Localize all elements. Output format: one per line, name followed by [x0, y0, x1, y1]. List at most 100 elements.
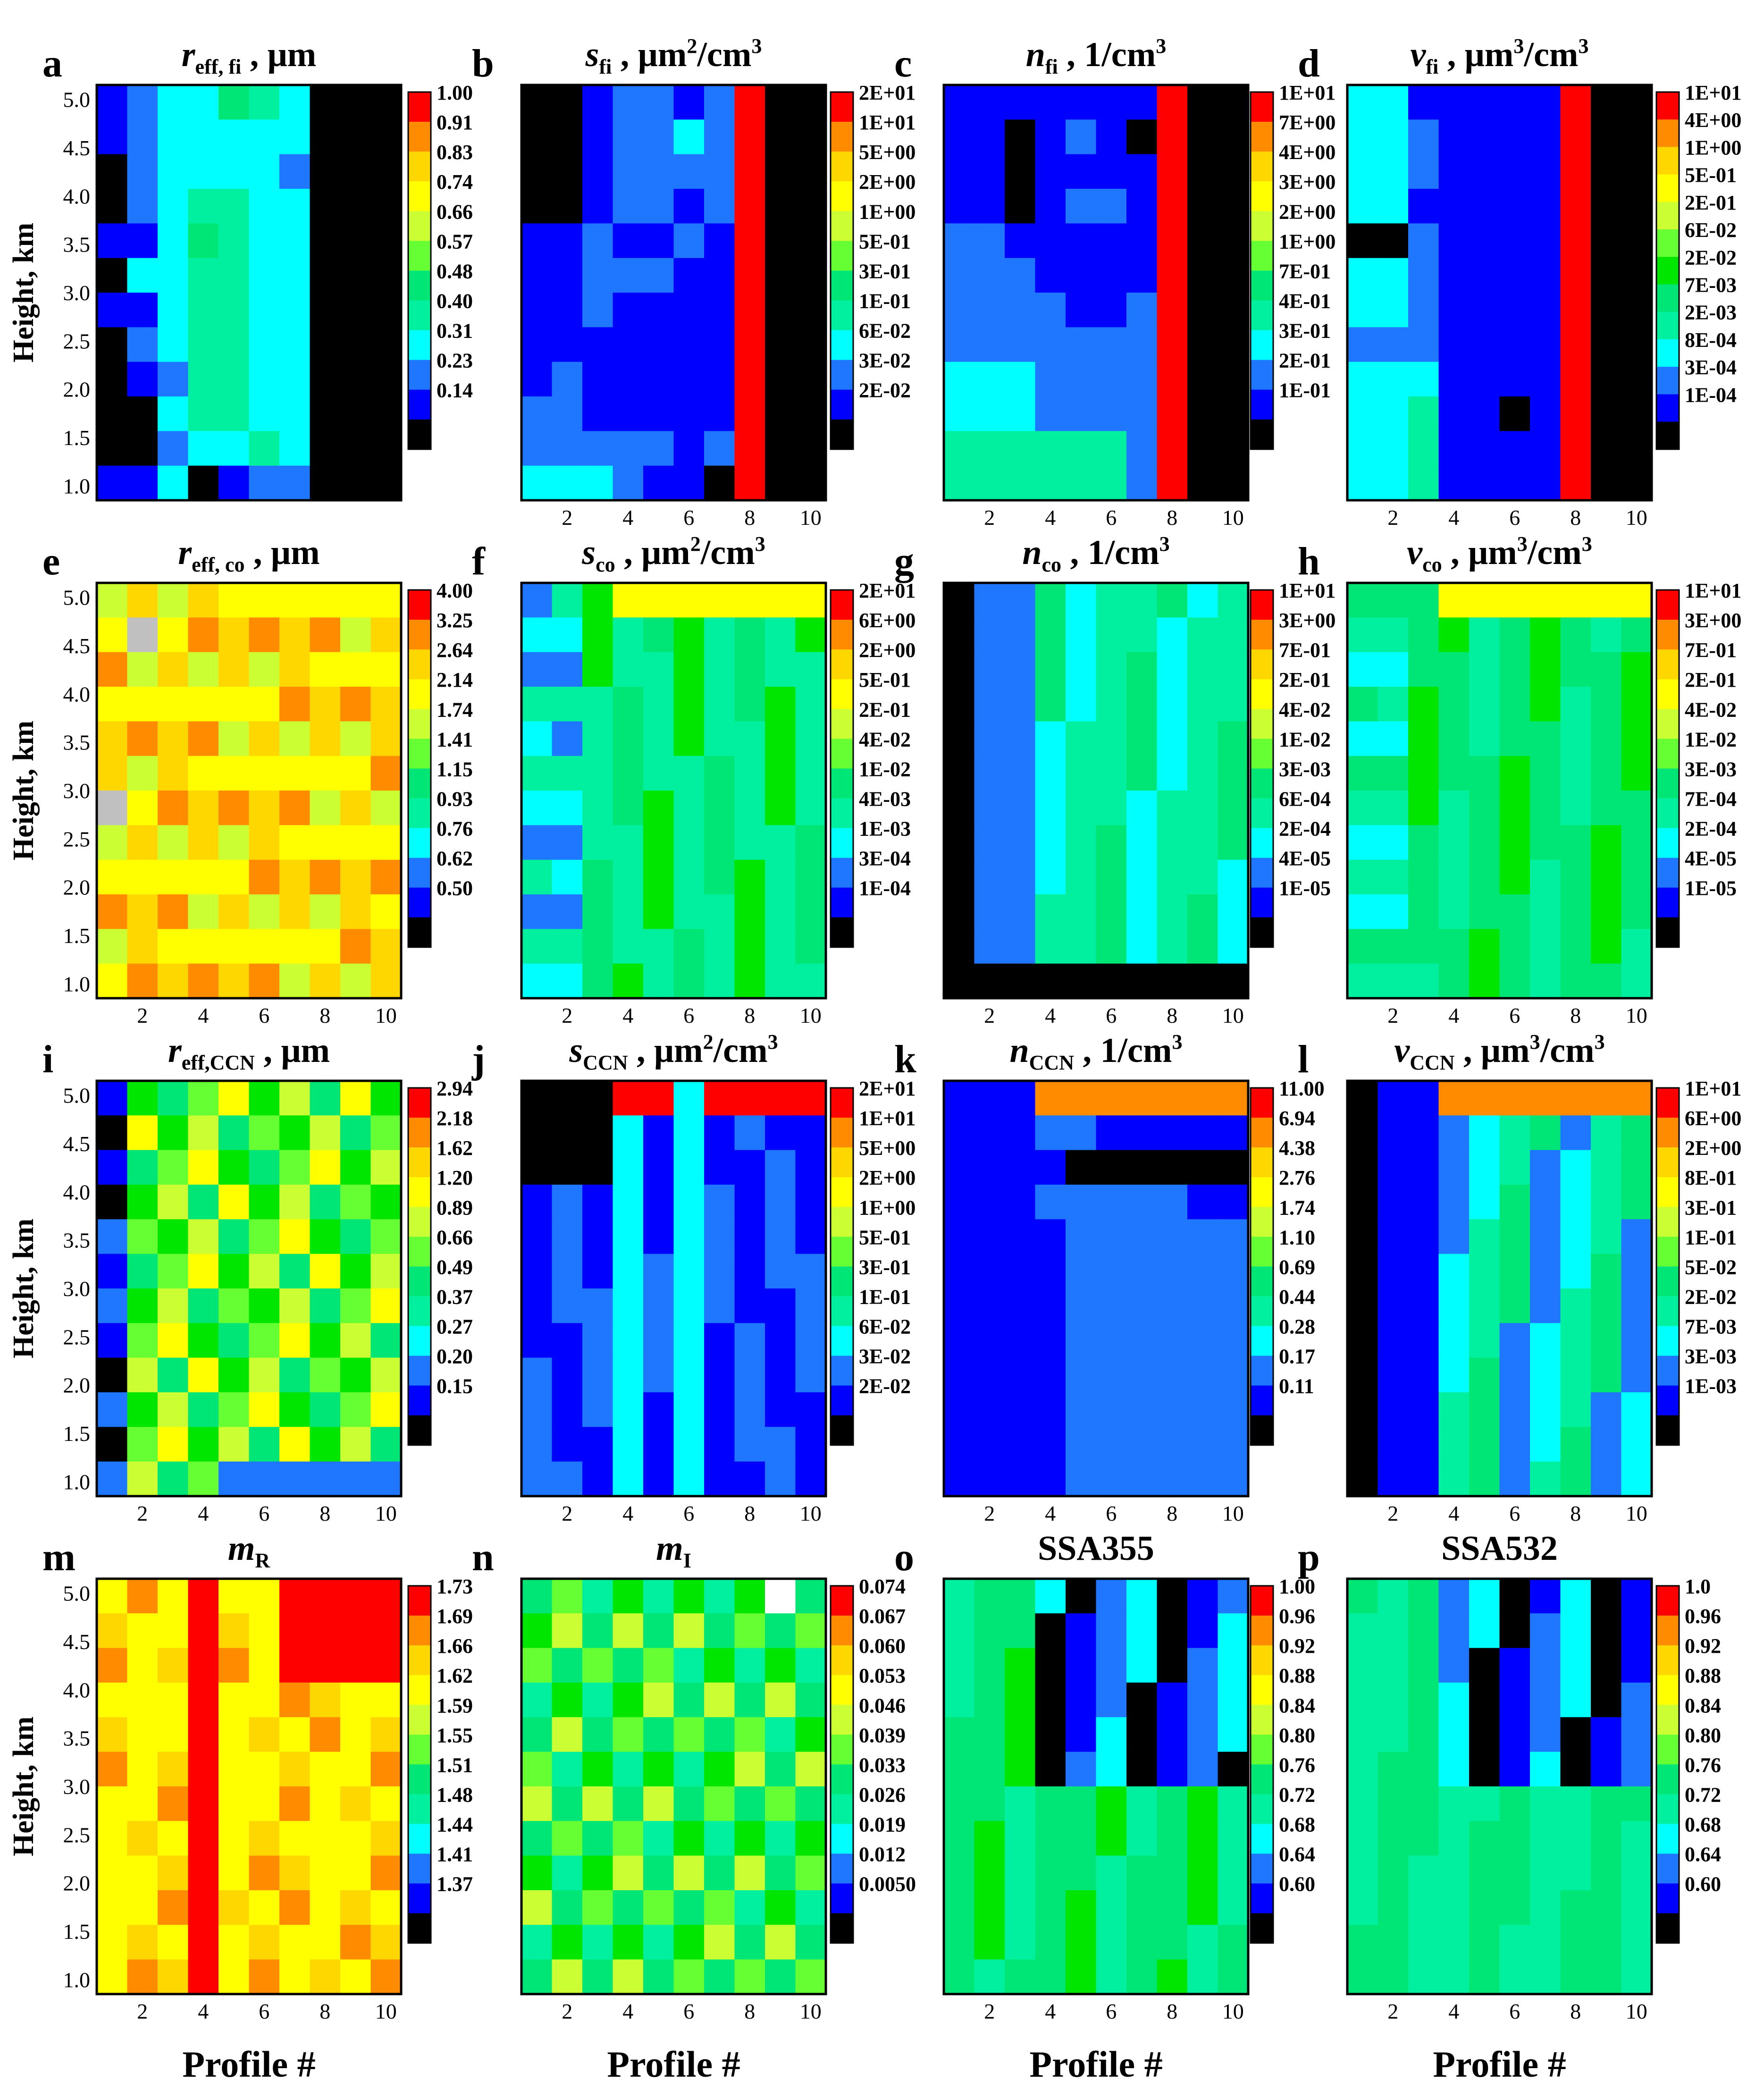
- heatmap-cell: [1499, 189, 1530, 224]
- heatmap-cell: [158, 1115, 189, 1151]
- heatmap-cell: [1035, 721, 1066, 757]
- heatmap-cell: [1157, 1323, 1188, 1358]
- heatmap-cell: [1560, 223, 1591, 259]
- heatmap-cell: [1157, 756, 1188, 791]
- heatmap-cell: [643, 652, 674, 687]
- heatmap-cell: [765, 1613, 796, 1649]
- x-tick-label: 6: [683, 1003, 694, 1027]
- colorbar-tick-label: 4E+00: [1279, 141, 1336, 164]
- heatmap-cell: [1126, 465, 1158, 501]
- heatmap-cell: [370, 1683, 402, 1717]
- heatmap-cell: [1096, 1959, 1127, 1995]
- heatmap-cell: [765, 1288, 796, 1323]
- heatmap-cell: [1530, 687, 1561, 722]
- heatmap-cell: [1499, 1683, 1530, 1717]
- heatmap-cell: [310, 1392, 341, 1427]
- heatmap-cell: [340, 617, 371, 653]
- heatmap-cell: [249, 189, 280, 224]
- colorbar-swatch: [831, 620, 853, 650]
- heatmap-cell: [127, 1115, 158, 1151]
- heatmap-cell: [1347, 1890, 1378, 1925]
- colorbar-swatch: [831, 1355, 853, 1386]
- heatmap-cell: [188, 1925, 219, 1960]
- heatmap-cell: [1438, 652, 1470, 687]
- heatmap-cell: [1499, 465, 1530, 501]
- heatmap-cell: [310, 791, 341, 825]
- colorbar-tick-label: 3E-02: [859, 349, 911, 372]
- heatmap-cell: [370, 583, 402, 618]
- heatmap-cell: [552, 431, 583, 466]
- heatmap-cell: [1621, 1821, 1652, 1856]
- heatmap-cell: [249, 1855, 280, 1891]
- heatmap-cell: [279, 189, 311, 224]
- heatmap-cell: [1126, 1959, 1158, 1995]
- heatmap-cell: [127, 1786, 158, 1821]
- heatmap-cell: [1347, 1717, 1378, 1752]
- y-tick-label: 2.5: [63, 329, 91, 353]
- x-tick-label: 4: [198, 1999, 209, 2023]
- heatmap-cell: [673, 1786, 705, 1821]
- heatmap-cell: [613, 687, 644, 722]
- heatmap-cell: [1096, 154, 1127, 189]
- heatmap-cell: [613, 791, 644, 825]
- x-tick-label: 8: [744, 505, 755, 530]
- heatmap-cell: [582, 431, 613, 466]
- colorbar-swatch: [1656, 257, 1679, 285]
- colorbar-swatch: [1656, 367, 1679, 395]
- colorbar-tick-label: 1E-05: [1685, 877, 1737, 900]
- heatmap-cell: [673, 1648, 705, 1683]
- heatmap-cell: [249, 1115, 280, 1151]
- heatmap-cell: [1438, 721, 1470, 757]
- colorbar-frame: [407, 1087, 432, 1446]
- colorbar-tick-label: 2.64: [437, 639, 473, 662]
- heatmap-cell: [1187, 1925, 1218, 1960]
- heatmap-cell: [158, 929, 189, 964]
- heatmap-cell: [643, 1751, 674, 1787]
- heatmap-cell: [1187, 1786, 1218, 1821]
- plot-frame: [95, 1577, 403, 1995]
- colorbar-tick-label: 0.64: [1685, 1843, 1721, 1866]
- heatmap-cell: [1347, 721, 1378, 757]
- heatmap-cell: [643, 1717, 674, 1752]
- heatmap-cell: [249, 327, 280, 362]
- heatmap-cell: [1438, 465, 1470, 501]
- colorbar-swatch: [408, 300, 431, 331]
- plot-frame: [942, 581, 1250, 1000]
- heatmap-cell: [1187, 223, 1218, 259]
- heatmap-cell: [279, 583, 311, 618]
- heatmap-cell: [158, 1821, 189, 1856]
- colorbar-swatch: [1251, 858, 1273, 888]
- heatmap-cell: [1218, 1254, 1249, 1289]
- heatmap-cell: [582, 687, 613, 722]
- colorbar-swatch: [831, 152, 853, 182]
- heatmap-cell: [552, 1890, 583, 1925]
- colorbar-swatch: [408, 1177, 431, 1207]
- colorbar-swatch: [1251, 798, 1273, 829]
- heatmap-cell: [188, 721, 219, 757]
- heatmap-cell: [158, 791, 189, 825]
- heatmap-cell: [1499, 154, 1530, 189]
- colorbar-swatch: [1251, 1237, 1273, 1267]
- heatmap-cell: [944, 1323, 975, 1358]
- heatmap-cell: [279, 929, 311, 964]
- heatmap-cell: [1530, 1185, 1561, 1220]
- y-tick-label: 5.0: [63, 1582, 91, 1606]
- heatmap-cell: [1621, 362, 1652, 397]
- heatmap-cell: [643, 756, 674, 791]
- heatmap-cell: [1066, 1392, 1097, 1427]
- heatmap-cell: [1218, 1648, 1249, 1683]
- colorbar-tick-label: 0.60: [1279, 1873, 1315, 1896]
- heatmap-cell: [279, 1683, 311, 1717]
- heatmap-cell: [1066, 119, 1097, 155]
- heatmap-cell: [704, 825, 735, 860]
- heatmap-cell: [582, 1219, 613, 1254]
- heatmap-cell: [1378, 963, 1409, 999]
- heatmap-cell: [188, 119, 219, 155]
- x-tick-label: 2: [1387, 1999, 1398, 2023]
- heatmap-cell: [704, 1683, 735, 1717]
- heatmap-cell: [734, 1855, 765, 1891]
- heatmap-cell: [974, 1427, 1005, 1462]
- heatmap-cell: [1096, 963, 1127, 999]
- heatmap-cell: [97, 1925, 128, 1960]
